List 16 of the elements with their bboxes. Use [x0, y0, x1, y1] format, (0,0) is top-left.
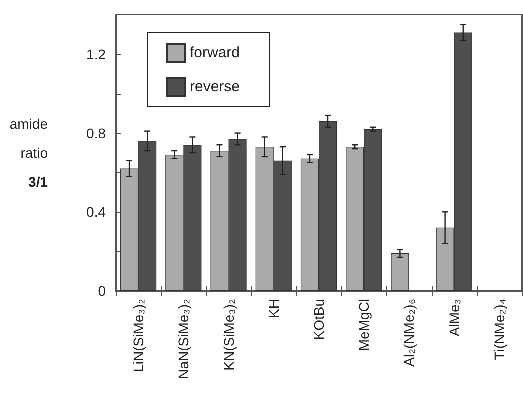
x-tick-label: AlMe₃	[446, 299, 462, 337]
x-tick-label: KN(SiMe₃)₂	[220, 299, 237, 371]
x-tick-label: NaN(SiMe₃)₂	[176, 299, 192, 380]
x-tick-label: MeMgCl	[356, 299, 372, 352]
y-tick-label: 1.2	[86, 46, 106, 62]
y-tick-label: 0.8	[86, 125, 106, 142]
x-tick-label: KH	[266, 299, 282, 318]
x-tick-label: LiN(SiMe₃)₂	[130, 299, 147, 372]
y-tick-label: 0.4	[86, 204, 106, 220]
x-tick-label: Al₂(NMe₂)₆	[401, 299, 418, 367]
legend-label: reverse	[190, 78, 240, 96]
x-tick-label: Ti(NMe₂)₄	[491, 298, 508, 360]
y-tick-label: 0	[98, 283, 106, 299]
x-tick-label: KOtBu	[311, 299, 327, 340]
legend-label: forward	[190, 44, 240, 62]
y-axis-title: amide ratio 3/1	[10, 116, 48, 190]
